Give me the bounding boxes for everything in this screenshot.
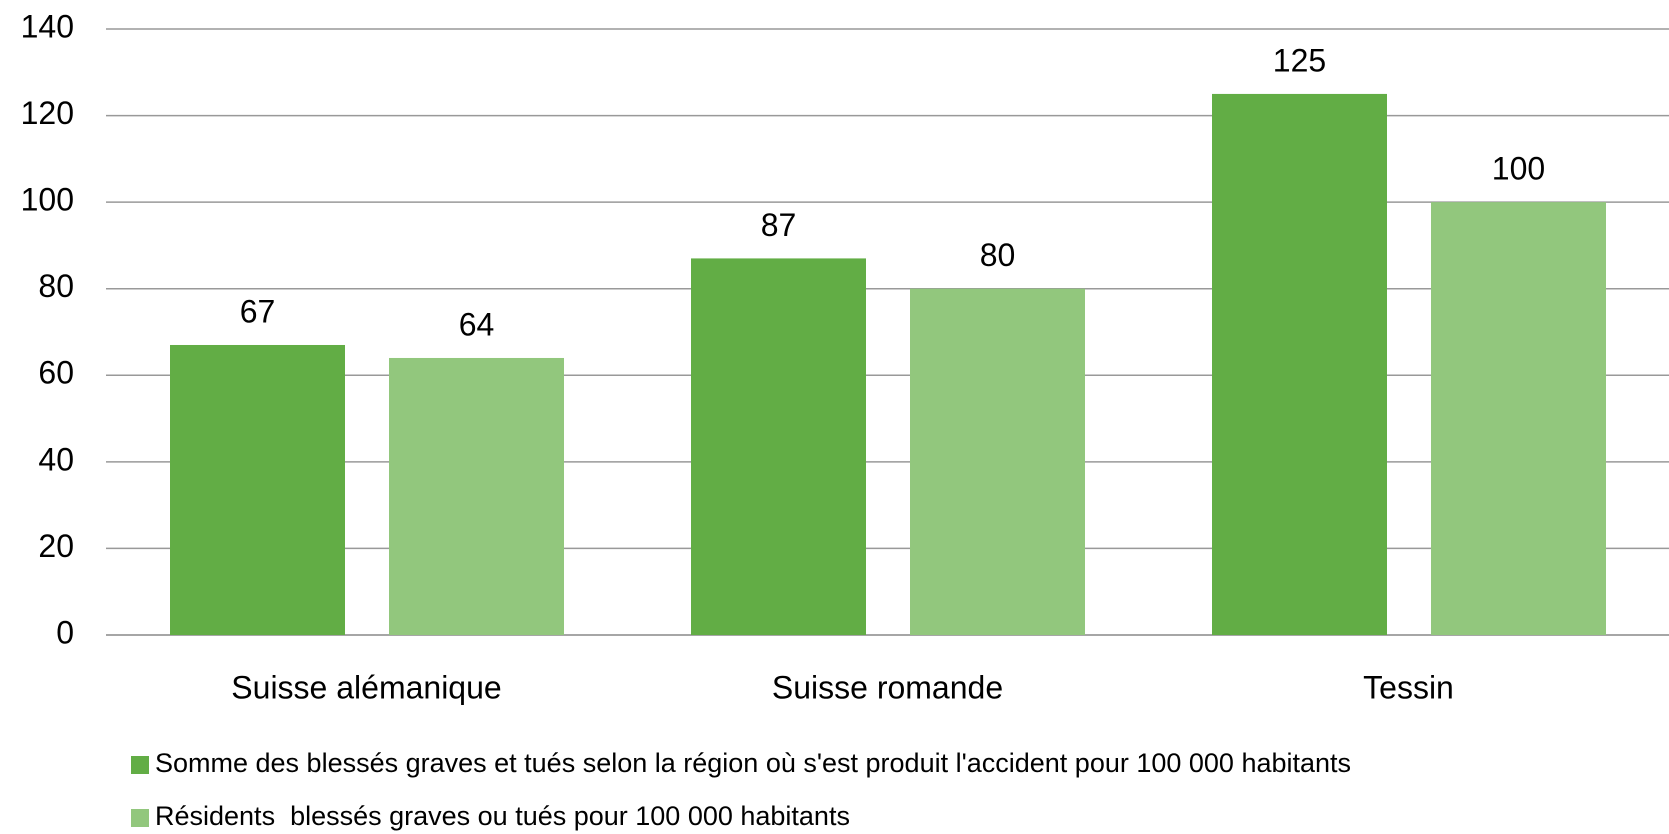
legend-swatch <box>131 756 149 774</box>
x-tick-label: Tessin <box>1363 669 1454 705</box>
value-label: 80 <box>980 237 1016 273</box>
value-label: 100 <box>1492 151 1545 187</box>
bar <box>1212 93 1387 635</box>
bar <box>1431 202 1606 635</box>
legend-label: Résidents blessés graves ou tués pour 10… <box>155 801 850 831</box>
value-label: 64 <box>459 306 495 342</box>
y-tick-label: 40 <box>38 441 74 477</box>
bar <box>389 357 564 635</box>
value-label: 125 <box>1273 42 1326 78</box>
y-tick-label: 140 <box>21 8 74 44</box>
y-tick-label: 80 <box>38 268 74 304</box>
bar <box>691 258 866 635</box>
y-tick-label: 120 <box>21 95 74 131</box>
y-tick-label: 20 <box>38 528 74 564</box>
y-tick-label: 100 <box>21 182 74 218</box>
bar <box>170 344 345 635</box>
y-tick-label: 60 <box>38 355 74 391</box>
value-label: 67 <box>240 293 276 329</box>
x-tick-label: Suisse alémanique <box>231 669 501 705</box>
bar <box>910 288 1085 635</box>
legend-label: Somme des blessés graves et tués selon l… <box>155 748 1351 778</box>
x-tick-label: Suisse romande <box>772 669 1003 705</box>
y-tick-label: 0 <box>56 614 74 650</box>
value-label: 87 <box>761 207 797 243</box>
legend-swatch <box>131 809 149 827</box>
